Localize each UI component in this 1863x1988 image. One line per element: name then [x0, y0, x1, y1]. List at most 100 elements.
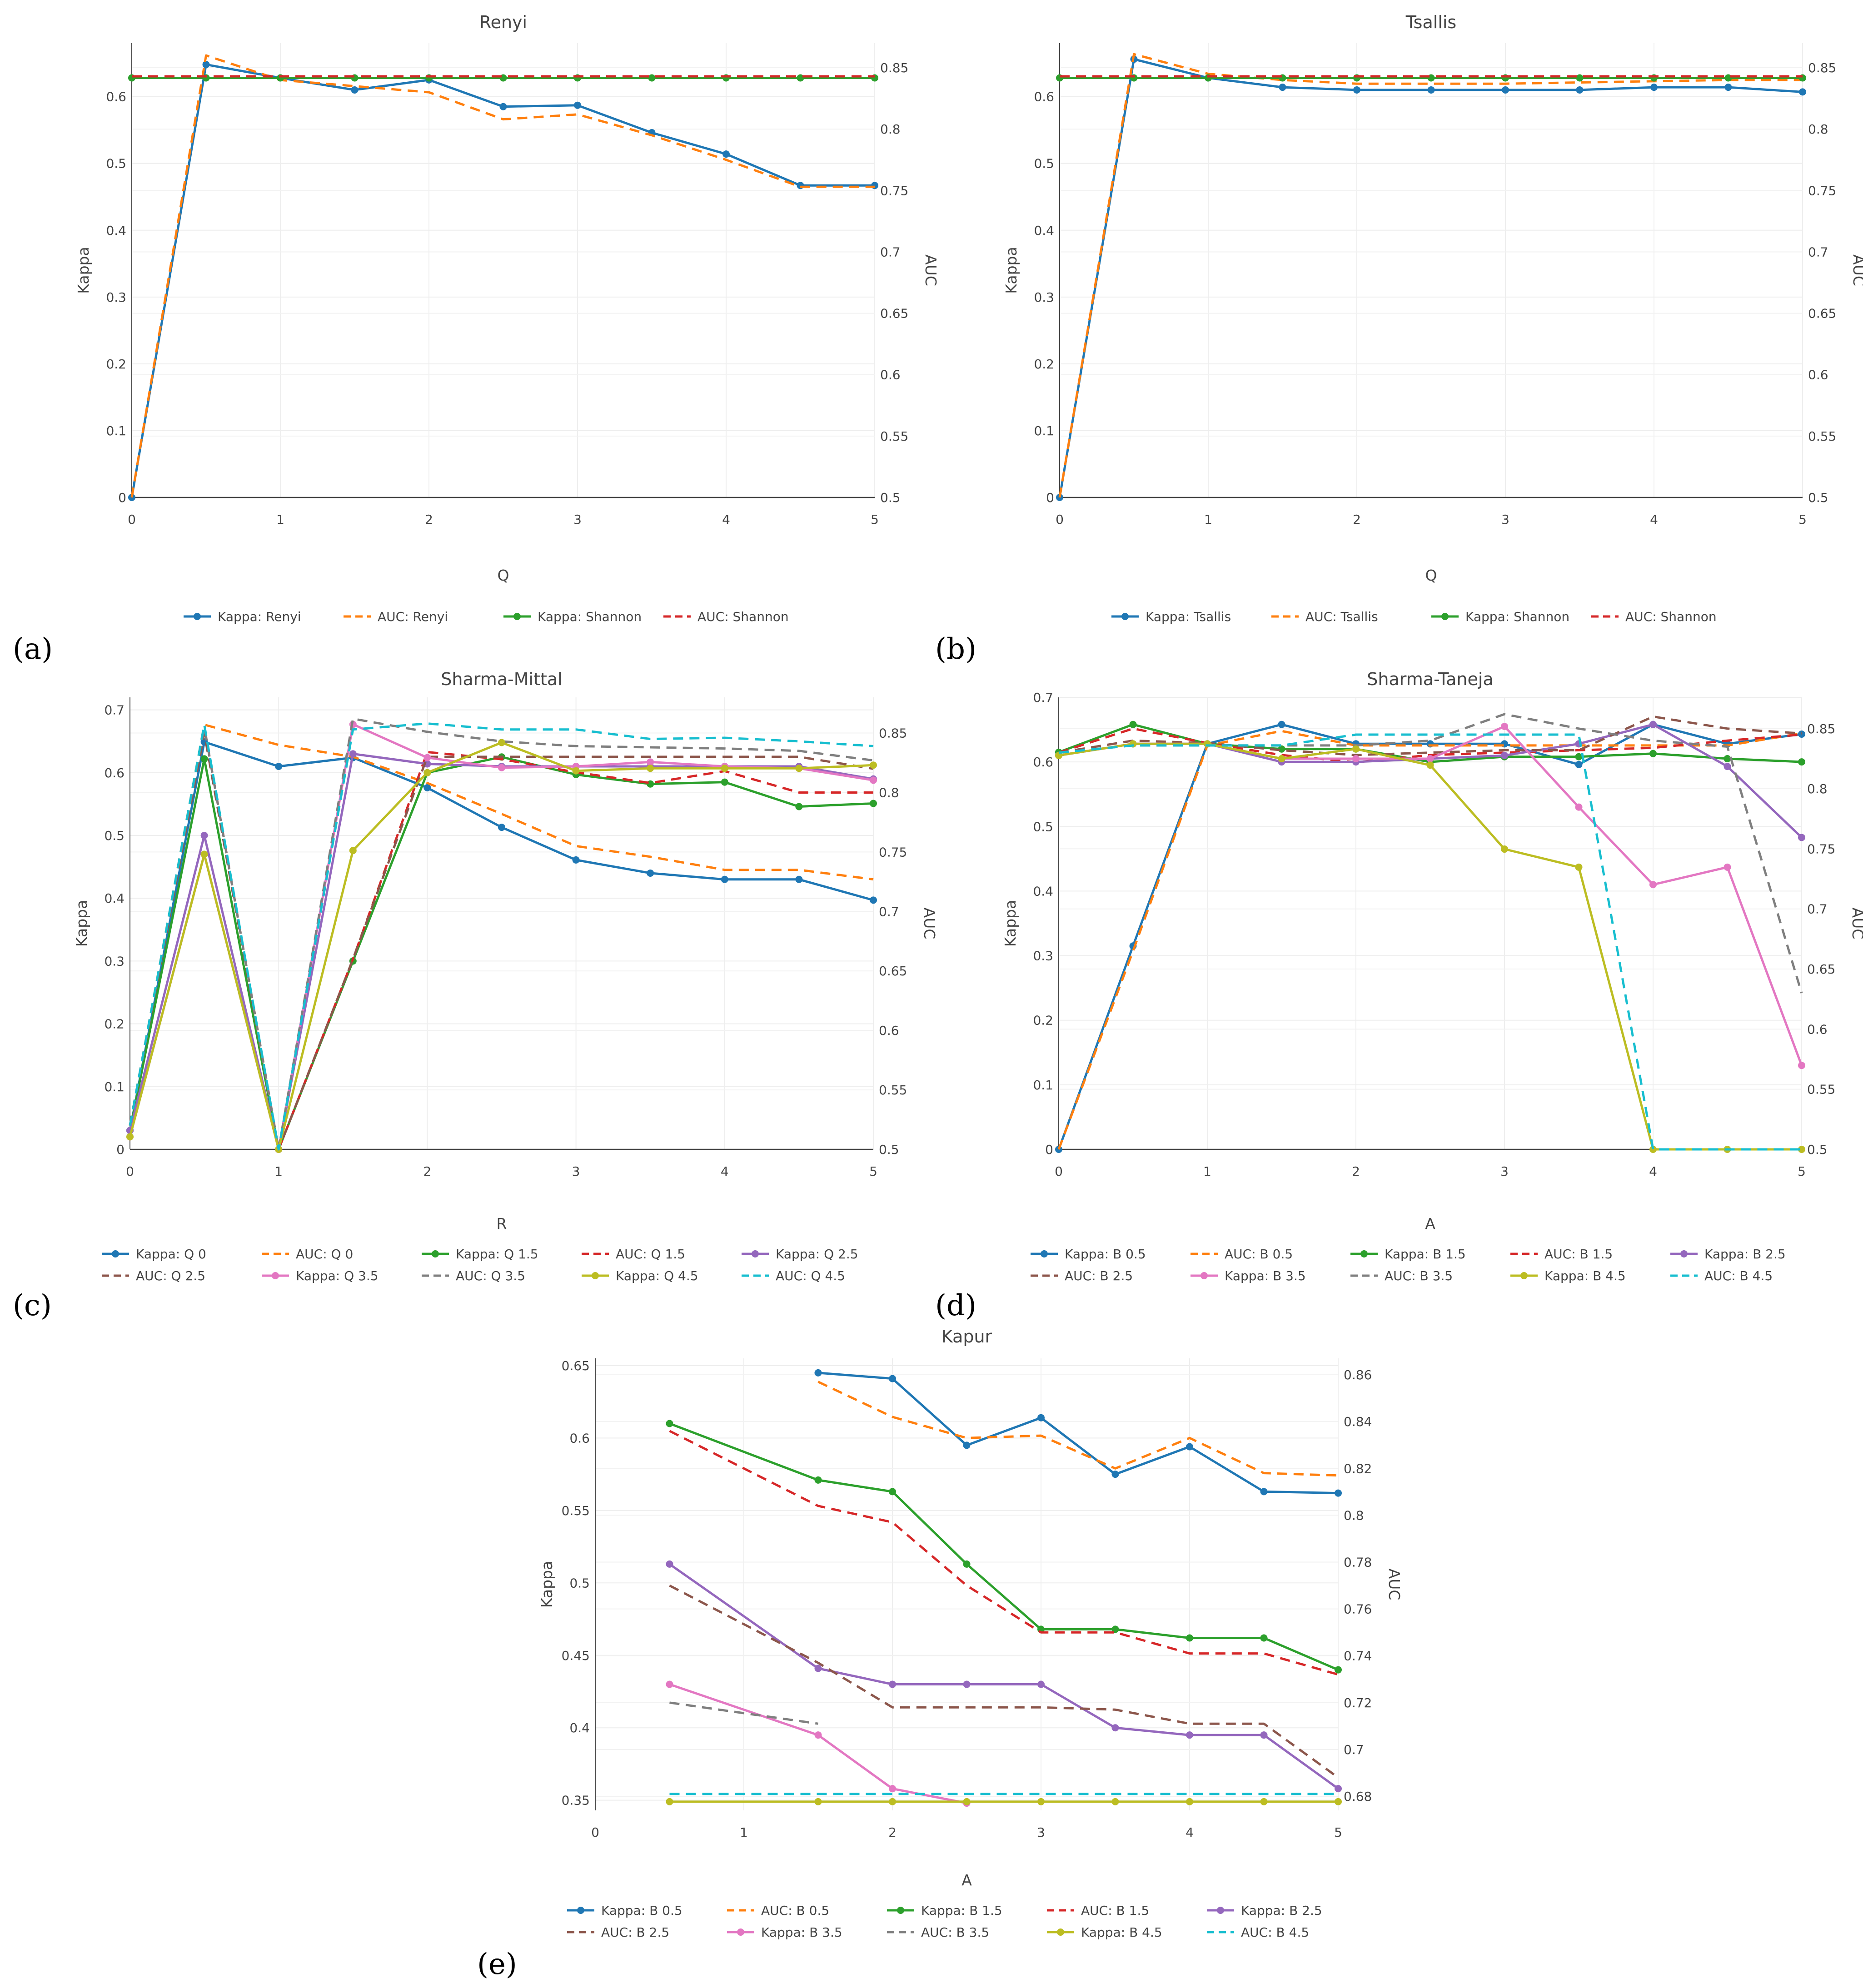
legend-item-kappa-q-3-5[interactable]: Kappa: Q 3.5 — [262, 1268, 379, 1283]
y-axis-label: Kappa — [1002, 247, 1020, 293]
legend-item-auc-b-4-5[interactable]: AUC: B 4.5 — [1670, 1268, 1773, 1283]
legend-item-auc-b-3-5[interactable]: AUC: B 3.5 — [1350, 1268, 1453, 1283]
y-tick-label: 0.5 — [1033, 819, 1053, 834]
y2-tick-label: 0.76 — [1344, 1602, 1372, 1617]
legend-label: AUC: Tsallis — [1305, 609, 1378, 624]
series-kappa-b-2-5-point — [963, 1680, 971, 1688]
legend-item-kappa-b-0-5[interactable]: Kappa: B 0.5 — [1031, 1247, 1146, 1262]
legend: Kappa: Tsallis AUC: Tsallis Kappa: Shannon… — [1111, 609, 1717, 624]
series-kappa-shannon-point — [1724, 74, 1732, 82]
legend-item-kappa-shannon[interactable]: Kappa: Shannon — [503, 609, 642, 624]
legend-item-kappa-b-2-5[interactable]: Kappa: B 2.5 — [1670, 1247, 1786, 1262]
series-kappa-b-0-5-point — [963, 1441, 971, 1449]
y2-tick-label: 0.6 — [879, 1023, 899, 1038]
legend-item-auc-q-3-5[interactable]: AUC: Q 3.5 — [422, 1268, 525, 1283]
y2-tick-label: 0.5 — [1807, 1142, 1828, 1157]
legend-label: AUC: Q 2.5 — [136, 1268, 205, 1283]
panel-label-b: (b) — [935, 632, 976, 666]
y-tick-label: 0.35 — [562, 1793, 590, 1808]
legend-item-kappa-q-4-5[interactable]: Kappa: Q 4.5 — [582, 1268, 698, 1283]
legend-item-auc-shannon[interactable]: AUC: Shannon — [1591, 609, 1717, 624]
legend-item-auc-b-0-5[interactable]: AUC: B 0.5 — [1191, 1247, 1293, 1262]
legend-item-kappa-b-4-5[interactable]: Kappa: B 4.5 — [1510, 1268, 1626, 1283]
series-kappa-b-2-5-point — [1335, 1785, 1342, 1793]
legend-item-kappa-b-4-5[interactable]: Kappa: B 4.5 — [1047, 1925, 1162, 1940]
y-tick-label: 0.5 — [1034, 156, 1054, 171]
legend-item-auc-b-3-5[interactable]: AUC: B 3.5 — [887, 1925, 989, 1940]
y2-tick-label: 0.55 — [879, 1083, 907, 1098]
legend-item-kappa-b-3-5[interactable]: Kappa: B 3.5 — [1191, 1268, 1306, 1283]
series-kappa-b-4-5-point — [1055, 751, 1062, 759]
series-kappa-b-2-5-point — [814, 1665, 822, 1672]
series-kappa-b-0-5-line — [1057, 723, 1802, 1150]
legend-item-kappa-q-2-5[interactable]: Kappa: Q 2.5 — [742, 1247, 858, 1262]
y-tick-label: 0.2 — [106, 357, 126, 372]
legend-item-kappa-b-2-5[interactable]: Kappa: B 2.5 — [1207, 1903, 1322, 1918]
series-kappa-b-1-5-point — [1798, 758, 1805, 766]
y2-tick-label: 0.85 — [879, 726, 907, 741]
legend-item-auc-b-0-5[interactable]: AUC: B 0.5 — [727, 1903, 829, 1918]
legend-label: AUC: B 1.5 — [1544, 1247, 1613, 1262]
series-kappa-b-2-5-point — [889, 1680, 896, 1688]
series-kappa-b-4-5-line — [1058, 742, 1802, 1151]
legend-label: Kappa: Shannon — [1465, 609, 1569, 624]
legend-item-auc-renyi[interactable]: AUC: Renyi — [344, 609, 448, 624]
series-auc-b-2-5-line — [669, 1584, 1339, 1779]
y2-tick-label: 0.55 — [880, 429, 908, 444]
y-tick-label: 0.6 — [106, 89, 126, 104]
y2-tick-label: 0.8 — [1808, 122, 1828, 137]
x-tick-label: 2 — [423, 1164, 431, 1179]
legend-marker — [577, 1907, 584, 1914]
chart-sharma-taneja: 0 1 2 3 4 5 0 0.1 0.2 0.3 0.4 0.5 0.6 0.7 0.5 0.55 0.6 0.… — [1001, 669, 1863, 1283]
legend-item-auc-b-2-5[interactable]: AUC: B 2.5 — [1031, 1268, 1133, 1283]
legend-item-auc-q-2-5[interactable]: AUC: Q 2.5 — [102, 1268, 205, 1283]
series-kappa-q-3-5-point — [870, 776, 877, 784]
legend-label: AUC: B 0.5 — [761, 1903, 829, 1918]
legend-item-kappa-b-0-5[interactable]: Kappa: B 0.5 — [567, 1903, 682, 1918]
y-axis-label: Kappa — [75, 247, 92, 293]
legend-item-auc-shannon[interactable]: AUC: Shannon — [663, 609, 789, 624]
legend-item-kappa-b-1-5[interactable]: Kappa: B 1.5 — [887, 1903, 1002, 1918]
series-kappa-b-0-5-point — [814, 1369, 822, 1377]
legend-item-auc-tsallis[interactable]: AUC: Tsallis — [1271, 609, 1378, 624]
series-kappa-b-1-5-point — [1129, 721, 1137, 728]
legend-item-auc-b-4-5[interactable]: AUC: B 4.5 — [1207, 1925, 1309, 1940]
legend-item-auc-b-2-5[interactable]: AUC: B 2.5 — [567, 1925, 669, 1940]
legend-label: Kappa: Q 3.5 — [296, 1268, 379, 1283]
y2-tick-label: 0.55 — [1808, 429, 1836, 444]
chart-title: Tsallis — [1405, 12, 1456, 32]
y-tick-label: 0.45 — [562, 1648, 590, 1663]
x-tick-label: 0 — [591, 1825, 599, 1840]
y-tick-label: 0.4 — [106, 223, 126, 238]
legend-marker — [272, 1272, 279, 1279]
legend-item-auc-q-1-5[interactable]: AUC: Q 1.5 — [582, 1247, 685, 1262]
legend-label: AUC: Q 1.5 — [616, 1247, 685, 1262]
legend-item-kappa-renyi[interactable]: Kappa: Renyi — [184, 609, 301, 624]
legend-label: Kappa: Renyi — [218, 609, 301, 624]
y2-tick-label: 0.65 — [1808, 306, 1836, 321]
x-tick-label: 1 — [1203, 1164, 1211, 1179]
legend-item-kappa-shannon[interactable]: Kappa: Shannon — [1431, 609, 1569, 624]
series-kappa-q-4-5-point — [572, 767, 580, 775]
legend-item-kappa-b-1-5[interactable]: Kappa: B 1.5 — [1350, 1247, 1466, 1262]
legend-item-kappa-b-3-5[interactable]: Kappa: B 3.5 — [727, 1925, 842, 1940]
legend-item-auc-b-1-5[interactable]: AUC: B 1.5 — [1510, 1247, 1613, 1262]
legend-marker — [513, 613, 521, 620]
series-auc-b-3-5-line — [669, 1701, 818, 1725]
legend-item-kappa-q-0[interactable]: Kappa: Q 0 — [102, 1247, 206, 1262]
series-kappa-b-4-5-point — [1335, 1798, 1342, 1805]
series-kappa-b-4-5-point — [1649, 1146, 1657, 1153]
series-kappa-b-3-5-point — [1501, 722, 1508, 730]
y2-tick-label: 0.7 — [1808, 244, 1828, 259]
legend-label: AUC: B 4.5 — [1241, 1925, 1309, 1940]
series-kappa-b-0-5-point — [1260, 1488, 1268, 1496]
legend-item-auc-q-4-5[interactable]: AUC: Q 4.5 — [742, 1268, 845, 1283]
legend-item-auc-b-1-5[interactable]: AUC: B 1.5 — [1047, 1903, 1149, 1918]
legend-item-kappa-q-1-5[interactable]: Kappa: Q 1.5 — [422, 1247, 538, 1262]
legend-item-kappa-tsallis[interactable]: Kappa: Tsallis — [1111, 609, 1231, 624]
x-tick-label: 0 — [126, 1164, 134, 1179]
series-kappa-b-3-5-point — [666, 1680, 673, 1688]
series-kappa-b-2-5-point — [1260, 1731, 1268, 1739]
y-tick-label: 0.55 — [562, 1503, 590, 1518]
legend-item-auc-q-0[interactable]: AUC: Q 0 — [262, 1247, 353, 1262]
